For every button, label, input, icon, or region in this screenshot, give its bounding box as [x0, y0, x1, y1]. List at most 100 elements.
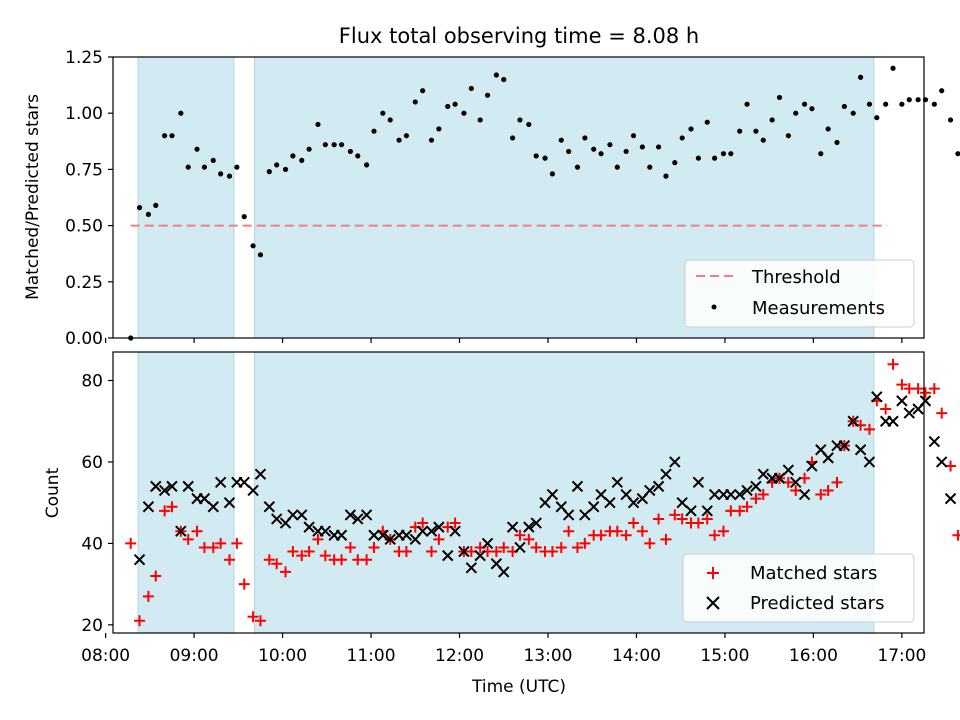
x-tick-label: 13:00 [523, 646, 572, 666]
predicted-star-point [270, 513, 283, 525]
measurement-point [169, 133, 175, 139]
bottom-panel: 20 40 60 80 08:00 09:00 10:00 11:00 12:00 13:00 1… [43, 351, 960, 697]
predicted-legend-label: Predicted stars [750, 593, 884, 614]
top-axes-frame [112, 56, 925, 339]
predicted-star-point [207, 501, 219, 513]
predicted-star-point [896, 395, 908, 407]
predicted-star-point [360, 509, 373, 521]
matched-star-point [952, 529, 960, 541]
measurement-point [614, 164, 620, 170]
measurement-point [257, 252, 264, 258]
measurement-point [769, 117, 775, 123]
measurement-point [331, 142, 337, 148]
measurement-point [915, 97, 921, 103]
matched-star-point [880, 403, 892, 415]
predicted-star-point [287, 509, 299, 521]
matched-star-point [312, 533, 324, 545]
measurement-point [955, 151, 960, 157]
measurement-point [452, 101, 458, 107]
x-tick-label: 08:00 [81, 646, 130, 666]
x-tick-label: 16:00 [789, 646, 838, 666]
measurement-point [607, 142, 613, 148]
measurement-point [266, 169, 272, 175]
predicted-star-point [863, 456, 876, 468]
measurement-point [866, 101, 873, 107]
bottom-y-ticks: 20 40 60 80 [81, 372, 113, 636]
measurement-point [322, 142, 328, 148]
measurement-point [566, 148, 572, 155]
measurement-point [315, 121, 321, 128]
matched-star-point [426, 546, 438, 558]
predicted-star-point [368, 529, 380, 541]
matched-star-point [660, 533, 672, 545]
matched-star-point [271, 558, 283, 570]
measurement-point [931, 101, 937, 107]
measurement-point [704, 119, 710, 125]
matched-star-point [669, 509, 681, 521]
measurement-point [818, 151, 824, 157]
measurement-point [582, 135, 588, 141]
predicted-star-point [182, 480, 194, 493]
y-tick-label: 20 [81, 616, 103, 636]
measurement-point [477, 117, 483, 123]
predicted-star-point [335, 529, 348, 541]
measurement-point [899, 101, 905, 107]
predicted-star-point [847, 415, 859, 427]
x-tick-label: 14:00 [612, 646, 661, 666]
predicted-star-point [757, 468, 769, 480]
predicted-star-point [750, 480, 762, 493]
measurement-point [753, 128, 759, 134]
predicted-star-point [935, 456, 948, 468]
predicted-star-point [798, 488, 811, 501]
predicted-star-point [247, 484, 259, 497]
measurement-point [744, 101, 750, 107]
matched-star-point [344, 541, 356, 553]
measurement-point [688, 126, 694, 132]
bottom-x-ticks: 08:00 09:00 10:00 11:00 12:00 13:00 14:00 15:00… [81, 633, 926, 666]
matched-star-point [238, 578, 250, 590]
predicted-star-point [562, 509, 575, 521]
predicted-star-point [652, 480, 665, 493]
matched-star-point [296, 550, 308, 562]
matched-star-point [417, 517, 429, 529]
matched-star-point [523, 533, 535, 545]
matched-star-point [896, 379, 908, 391]
measurement-point [178, 110, 184, 116]
matched-star-point [150, 570, 162, 582]
measurement-point [210, 157, 216, 164]
measurement-point [883, 101, 889, 107]
predicted-star-point [838, 439, 851, 452]
measurement-points [128, 65, 960, 341]
predicted-star-point [142, 501, 155, 513]
measurement-point [672, 160, 678, 166]
measurement-point [890, 65, 896, 71]
measurement-point [380, 110, 386, 116]
measurement-point [857, 74, 864, 80]
measurement-point [364, 162, 370, 168]
shaded-interval [137, 351, 235, 634]
predicted-star-point [416, 525, 429, 537]
measurements-legend-swatch [711, 304, 717, 310]
measurement-point [234, 164, 240, 170]
top-x-ticks [105, 338, 903, 343]
predicted-star-point [377, 529, 389, 541]
predicted-star-point [458, 545, 470, 558]
measurement-point [647, 164, 653, 170]
bottom-axes-frame [112, 351, 925, 634]
measurement-point [218, 171, 224, 177]
y-tick-label: 0.75 [65, 160, 103, 180]
predicted-star-point [604, 496, 616, 509]
matched-star-point [734, 505, 746, 517]
matched-star-point [571, 541, 583, 553]
predicted-star-point [263, 501, 276, 513]
predicted-star-point [449, 525, 461, 537]
predicted-star-point [579, 509, 591, 521]
matched-star-point [263, 554, 275, 566]
measurement-point [947, 117, 954, 123]
measurement-point [809, 106, 815, 112]
predicted-star-point [733, 488, 746, 501]
predicted-star-point [773, 472, 786, 484]
matched-star-point [530, 541, 542, 553]
matched-star-point [628, 517, 640, 529]
predicted-star-point [319, 525, 332, 537]
